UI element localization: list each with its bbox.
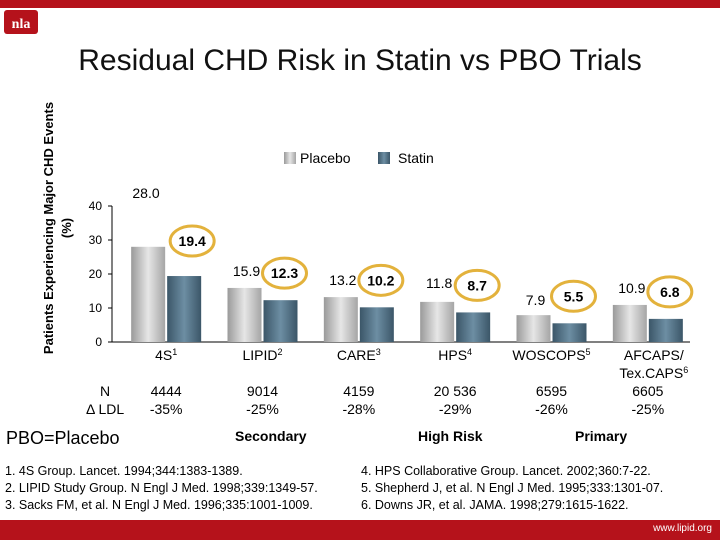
- footer-bar: www.lipid.org: [0, 520, 720, 540]
- trial-ldl-change: -25%: [631, 401, 665, 417]
- legend-label-placebo: Placebo: [300, 150, 351, 166]
- trial-n: 4159: [343, 383, 375, 399]
- statin-value-highlight: [357, 263, 405, 297]
- y-tick-label: 30: [89, 233, 103, 247]
- nla-logo: nla: [4, 10, 38, 34]
- statin-value-highlight: [261, 256, 308, 290]
- y-tick-label: 0: [95, 335, 102, 349]
- statin-value-highlight: [550, 279, 597, 313]
- placebo-value-label: 10.9: [618, 280, 645, 296]
- statin-bar: [359, 307, 394, 342]
- page-title: Residual CHD Risk in Statin vs PBO Trial…: [78, 44, 642, 77]
- trial-n: 20 536: [433, 383, 477, 399]
- y-tick-label: 10: [89, 301, 103, 315]
- statin-value-label: 19.4: [179, 233, 206, 249]
- trial-stats: 6605 -25%: [608, 382, 688, 418]
- trial-ldl-change: -28%: [342, 401, 376, 417]
- placebo-bar: [420, 301, 455, 342]
- y-tick-label: 20: [89, 267, 103, 281]
- trial-n: 9014: [246, 383, 279, 399]
- statin-bar: [263, 300, 298, 342]
- group-primary: Primary: [575, 428, 628, 444]
- ldl-row-label: Δ LDL: [86, 401, 125, 417]
- placebo-bar: [612, 304, 647, 342]
- top-brand-bar: [0, 0, 720, 8]
- trial-ldl-change: -29%: [438, 401, 472, 417]
- reference-6: 6. Downs JR, et al. JAMA. 1998;279:1615-…: [361, 498, 629, 512]
- placebo-value-label: 11.8: [426, 275, 452, 291]
- n-row-label: N: [100, 383, 111, 399]
- trial-stats: 4159 -28%: [319, 382, 399, 418]
- placebo-bar: [131, 246, 166, 342]
- trial-ldl-change: -25%: [246, 401, 279, 417]
- statin-value-highlight: [453, 268, 501, 302]
- trial-stats: 6595 -26%: [512, 382, 592, 418]
- placebo-bar: [516, 315, 551, 342]
- trial-ldl-change: -35%: [149, 401, 183, 417]
- placebo-value-label: 13.2: [329, 272, 356, 288]
- placebo-value-label: 28.0: [132, 185, 159, 201]
- statin-bar: [552, 323, 587, 342]
- trial-n: 6605: [632, 383, 664, 399]
- statin-bar: [648, 318, 683, 342]
- statin-value-highlight: [168, 224, 216, 258]
- trial-ldl-change: -26%: [535, 401, 568, 417]
- statin-value-label: 6.8: [660, 284, 680, 300]
- row-labels: N Δ LDL: [86, 382, 124, 418]
- legend-label-statin: Statin: [398, 150, 434, 166]
- placebo-value-label: 7.9: [526, 292, 546, 308]
- category-label: HPS4: [438, 347, 472, 363]
- reference-3: 3. Sacks FM, et al. N Engl J Med. 1996;3…: [5, 498, 313, 512]
- trial-stats: 20 536 -29%: [415, 382, 495, 418]
- placebo-bar: [227, 287, 262, 342]
- reference-2: 2. LIPID Study Group. N Engl J Med. 1998…: [5, 481, 318, 495]
- category-label: CARE3: [337, 347, 381, 363]
- statin-bar: [167, 276, 202, 342]
- reference-5: 5. Shepherd J, et al. N Engl J Med. 1995…: [361, 481, 664, 495]
- trial-stats: 4444 -35%: [126, 382, 206, 418]
- placebo-value-label: 15.9: [233, 263, 260, 279]
- y-tick-label: 40: [89, 199, 103, 213]
- placebo-bar: [323, 297, 358, 342]
- trial-stats: 9014 -25%: [223, 382, 303, 418]
- footer-url[interactable]: www.lipid.org: [653, 523, 712, 534]
- legend-swatch-placebo: [284, 152, 296, 164]
- placebo-abbreviation: PBO=Placebo: [6, 428, 120, 448]
- statin-bar: [456, 312, 491, 342]
- reference-4: 4. HPS Collaborative Group. Lancet. 2002…: [361, 464, 651, 478]
- category-label: LIPID2: [242, 347, 282, 363]
- trial-n: 6595: [535, 383, 568, 399]
- bar-chart: 0 10 20 30 40 28.0 19.4 4S1 15.9 12.3 LIPID2 13.2 1…: [89, 150, 694, 381]
- statin-value-label: 5.5: [564, 288, 584, 304]
- category-label: AFCAPS/Tex.CAPS6: [619, 347, 688, 381]
- statin-value-label: 10.2: [367, 272, 394, 288]
- legend-swatch-statin: [378, 152, 390, 164]
- group-secondary: Secondary: [235, 428, 307, 444]
- logo-text: nla: [12, 17, 31, 32]
- group-high-risk: High Risk: [418, 428, 483, 444]
- statin-value-label: 12.3: [271, 265, 298, 281]
- reference-1: 1. 4S Group. Lancet. 1994;344:1383-1389.: [5, 464, 243, 478]
- statin-value-highlight: [646, 275, 694, 309]
- trial-n: 4444: [150, 383, 182, 399]
- category-label: WOSCOPS5: [512, 347, 590, 363]
- category-label: 4S1: [155, 347, 177, 363]
- statin-value-label: 8.7: [467, 277, 487, 293]
